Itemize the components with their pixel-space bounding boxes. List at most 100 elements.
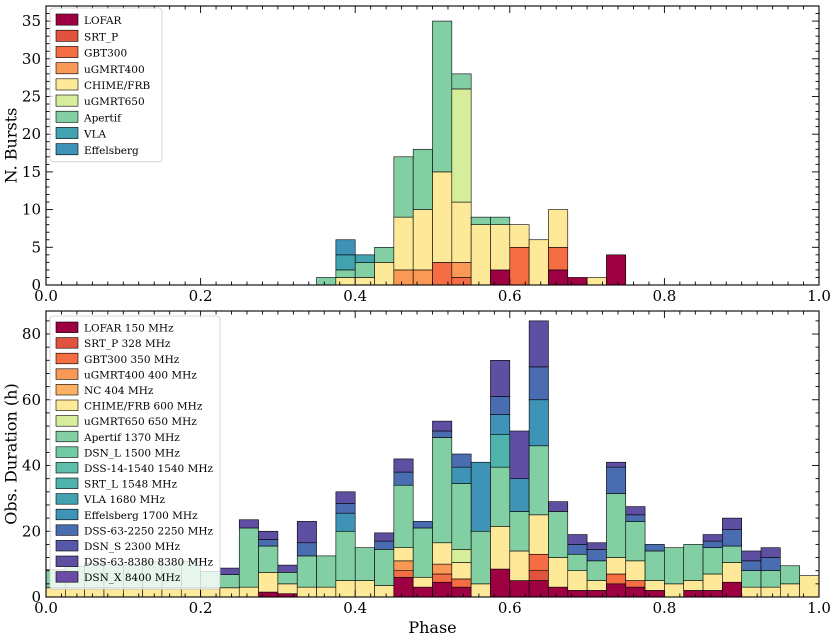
bar-segment bbox=[528, 320, 549, 368]
legend-swatch bbox=[55, 524, 79, 536]
bar-segment bbox=[528, 445, 549, 516]
bar-segment bbox=[393, 484, 414, 548]
bar-segment bbox=[528, 514, 549, 555]
bar-segment bbox=[219, 587, 240, 598]
bar-segment bbox=[548, 269, 569, 286]
legend-swatch bbox=[55, 384, 79, 396]
bar-segment bbox=[702, 534, 723, 542]
top-y-ticks: 0 5 10 15 20 25 30 35 bbox=[22, 5, 819, 294]
bar-segment bbox=[509, 224, 530, 248]
bar-segment bbox=[412, 586, 433, 598]
bar-segment bbox=[702, 573, 723, 591]
bottom-legend: LOFAR 150 MHz SRT_P 328 MHz GBT300 350 MHz… bbox=[49, 315, 221, 590]
top-bars bbox=[316, 20, 627, 286]
legend-label: DSN_X 8400 MHz bbox=[84, 572, 181, 584]
bar-segment bbox=[412, 521, 433, 529]
y-tick-label: 20 bbox=[22, 522, 41, 540]
bar-segment bbox=[335, 269, 356, 278]
legend-swatch bbox=[55, 368, 79, 380]
bar-segment bbox=[780, 565, 800, 585]
bar-segment bbox=[335, 254, 356, 271]
legend-swatch bbox=[55, 13, 79, 26]
bar-segment bbox=[490, 526, 511, 570]
bar-segment bbox=[548, 246, 569, 271]
bar-segment bbox=[490, 466, 511, 527]
bar-segment bbox=[258, 572, 279, 593]
bar-segment bbox=[470, 216, 491, 225]
x-tick-label: 0.2 bbox=[189, 287, 213, 305]
x-tick-label: 0.2 bbox=[189, 599, 213, 617]
bar-segment bbox=[509, 478, 530, 512]
bar-segment bbox=[702, 590, 723, 598]
x-tick-label: 0.8 bbox=[652, 287, 676, 305]
bar-segment bbox=[799, 575, 820, 598]
bottom-y-ticks: 0 20 40 60 80 bbox=[22, 320, 819, 606]
bar-segment bbox=[335, 503, 356, 514]
bar-segment bbox=[567, 544, 588, 555]
bar-segment bbox=[664, 583, 685, 598]
bar-segment bbox=[567, 277, 588, 286]
bar-segment bbox=[490, 269, 511, 286]
legend-label: uGMRT650 650 MHz bbox=[84, 416, 197, 428]
legend-swatch bbox=[55, 321, 79, 333]
legend-swatch bbox=[55, 127, 79, 139]
y-tick-label: 0 bbox=[31, 276, 41, 294]
legend-swatch bbox=[55, 508, 79, 521]
bar-segment bbox=[451, 262, 472, 278]
bar-segment bbox=[412, 269, 433, 286]
bar-segment bbox=[490, 224, 511, 271]
legend-swatch bbox=[55, 352, 79, 365]
bar-segment bbox=[393, 458, 414, 473]
bar-segment bbox=[586, 542, 607, 550]
bar-segment bbox=[528, 580, 549, 598]
bar-segment bbox=[606, 573, 627, 585]
y-tick-label: 15 bbox=[22, 163, 41, 181]
legend-swatch bbox=[55, 110, 79, 123]
legend-label: GBT300 bbox=[84, 48, 127, 60]
bar-segment bbox=[606, 254, 627, 286]
bar-segment bbox=[644, 550, 665, 581]
bar-segment bbox=[393, 216, 414, 271]
legend-swatch bbox=[55, 540, 79, 552]
bar-segment bbox=[258, 539, 279, 547]
bar-segment bbox=[432, 420, 453, 432]
y-tick-label: 5 bbox=[31, 238, 41, 256]
bar-segment bbox=[702, 547, 723, 575]
bar-segment bbox=[451, 201, 472, 263]
bottom-x-ticks: 0.0 0.2 0.4 0.6 0.8 1.0 bbox=[34, 311, 831, 617]
y-tick-label: 25 bbox=[22, 87, 41, 105]
legend-label: DSN_L 1500 MHz bbox=[84, 447, 180, 459]
bar-segment bbox=[490, 396, 511, 415]
y-tick-label: 20 bbox=[22, 125, 41, 143]
legend-swatch bbox=[55, 477, 79, 489]
bar-segment bbox=[393, 471, 414, 486]
bar-segment bbox=[277, 572, 298, 585]
bar-segment bbox=[335, 580, 356, 598]
bar-segment bbox=[741, 586, 762, 598]
legend-label: DSS-14-1540 1540 MHz bbox=[84, 463, 213, 475]
legend-label: CHIME/FRB 600 MHz bbox=[84, 401, 203, 413]
x-tick-label: 1.0 bbox=[807, 599, 831, 617]
bar-segment bbox=[451, 88, 472, 203]
bar-segment bbox=[238, 527, 259, 588]
bar-segment bbox=[548, 501, 569, 512]
bar-segment bbox=[432, 437, 453, 544]
bar-segment bbox=[760, 570, 781, 588]
bar-segment bbox=[528, 399, 549, 447]
bar-segment bbox=[451, 466, 472, 484]
bar-segment bbox=[335, 512, 356, 532]
top-y-axis-label: N. Bursts bbox=[2, 108, 21, 184]
legend-swatch bbox=[55, 430, 79, 443]
bar-segment bbox=[625, 514, 646, 522]
bar-segment bbox=[760, 557, 781, 572]
legend-label: VLA bbox=[83, 129, 107, 141]
legend-label: Apertif bbox=[83, 112, 122, 124]
bar-segment bbox=[509, 511, 530, 552]
legend-label: SRT_P 328 MHz bbox=[84, 338, 171, 350]
bar-segment bbox=[625, 560, 646, 581]
bar-segment bbox=[432, 20, 453, 173]
legend-label: SRT_L 1548 MHz bbox=[84, 479, 177, 491]
bar-segment bbox=[606, 493, 627, 558]
bar-segment bbox=[374, 549, 395, 586]
bar-segment bbox=[567, 570, 588, 591]
